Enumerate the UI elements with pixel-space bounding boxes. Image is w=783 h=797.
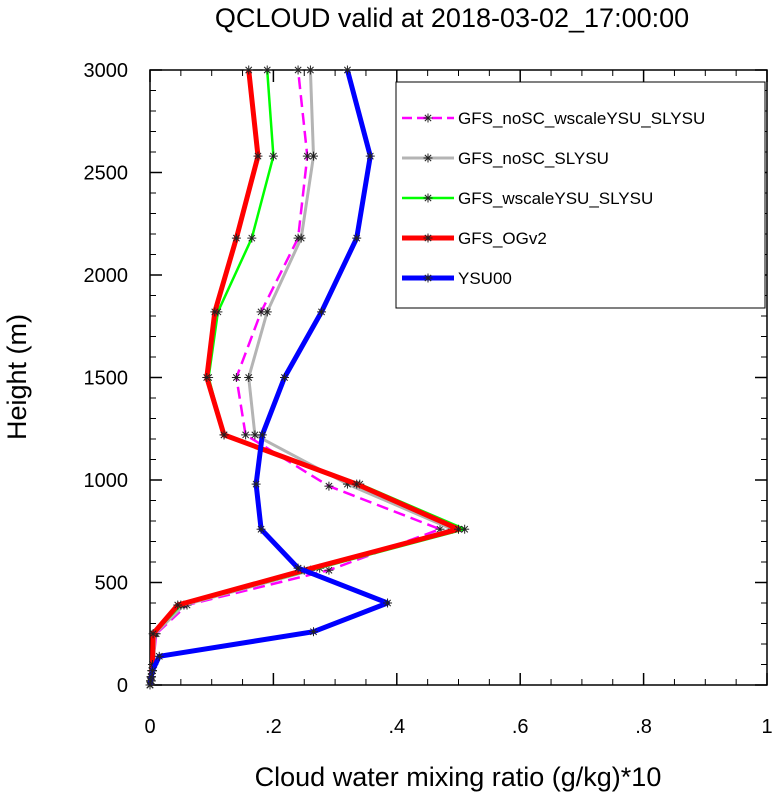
- series-point: [352, 233, 362, 243]
- series-point: [324, 565, 334, 575]
- series-group: [145, 65, 470, 690]
- series-point: [247, 233, 257, 243]
- series-point: [365, 151, 375, 161]
- series-point: [244, 65, 254, 75]
- x-tick-label: 0: [144, 716, 155, 738]
- series-point: [383, 598, 393, 608]
- legend-label: GFS_wscaleYSU_SLYSU: [458, 189, 653, 208]
- series-point: [280, 373, 290, 382]
- y-tick-label: 2500: [84, 163, 129, 185]
- y-tick-label: 1000: [84, 470, 129, 492]
- x-tick-label: .6: [512, 716, 529, 738]
- legend-label: YSU00: [458, 269, 512, 288]
- series-point: [342, 65, 352, 75]
- series-point: [251, 479, 261, 489]
- legend-marker: [423, 113, 433, 123]
- x-tick-label: 1: [761, 716, 772, 738]
- series-point: [305, 65, 315, 75]
- x-axis: 0 .2 .4 .6 .8 1: [144, 70, 773, 738]
- series-point: [309, 627, 319, 637]
- series-point: [231, 373, 241, 382]
- series-line: [147, 69, 390, 686]
- series-point: [146, 672, 156, 682]
- y-axis: 0 500 1000 1500 2000 2500 3000: [84, 60, 767, 697]
- series-point: [262, 307, 272, 317]
- legend-box: [395, 81, 766, 309]
- series-point: [231, 233, 241, 243]
- series-point: [324, 481, 334, 491]
- series-point: [293, 563, 303, 573]
- legend: GFS_noSC_wscaleYSU_SLYSU GFS_noSC_SLYSU GF…: [395, 81, 766, 309]
- x-tick-label: .8: [635, 716, 652, 738]
- series-point: [257, 430, 267, 440]
- legend-marker: [423, 273, 433, 283]
- series-point: [173, 600, 183, 610]
- series-point: [256, 524, 266, 534]
- legend-marker: [423, 193, 433, 203]
- series-point: [250, 430, 260, 440]
- series-point: [244, 373, 254, 382]
- x-axis-label: Cloud water mixing ratio (g/kg)*10: [255, 762, 662, 792]
- series-point: [293, 65, 303, 75]
- y-tick-label: 1500: [84, 368, 129, 390]
- series-point: [241, 430, 251, 440]
- series-point: [147, 666, 157, 676]
- series-point: [210, 307, 220, 317]
- series-point: [454, 524, 463, 534]
- legend-label: GFS_noSC_wscaleYSU_SLYSU: [458, 109, 705, 128]
- y-tick-label: 500: [95, 573, 128, 595]
- series-point: [219, 430, 229, 440]
- series-point: [253, 151, 263, 161]
- legend-label: GFS_noSC_SLYSU: [458, 149, 609, 168]
- series-point: [154, 651, 164, 661]
- chart-title: QCLOUD valid at 2018-03-02_17:00:00: [215, 3, 689, 33]
- y-tick-label: 0: [117, 675, 128, 697]
- series-point: [202, 373, 212, 382]
- series-point: [296, 233, 306, 243]
- y-tick-label: 2000: [84, 265, 129, 287]
- series-point: [317, 307, 327, 317]
- x-tick-label: .2: [265, 716, 282, 738]
- y-axis-label: Height (m): [2, 314, 32, 440]
- legend-label: GFS_OGv2: [458, 229, 547, 248]
- legend-marker: [423, 153, 433, 163]
- series-point: [352, 479, 362, 489]
- legend-marker: [423, 233, 433, 243]
- x-tick-label: .4: [388, 716, 405, 738]
- series-point: [262, 65, 272, 75]
- series-point: [309, 151, 319, 161]
- series-point: [148, 629, 158, 639]
- y-tick-label: 3000: [84, 60, 129, 82]
- series-point: [268, 151, 278, 161]
